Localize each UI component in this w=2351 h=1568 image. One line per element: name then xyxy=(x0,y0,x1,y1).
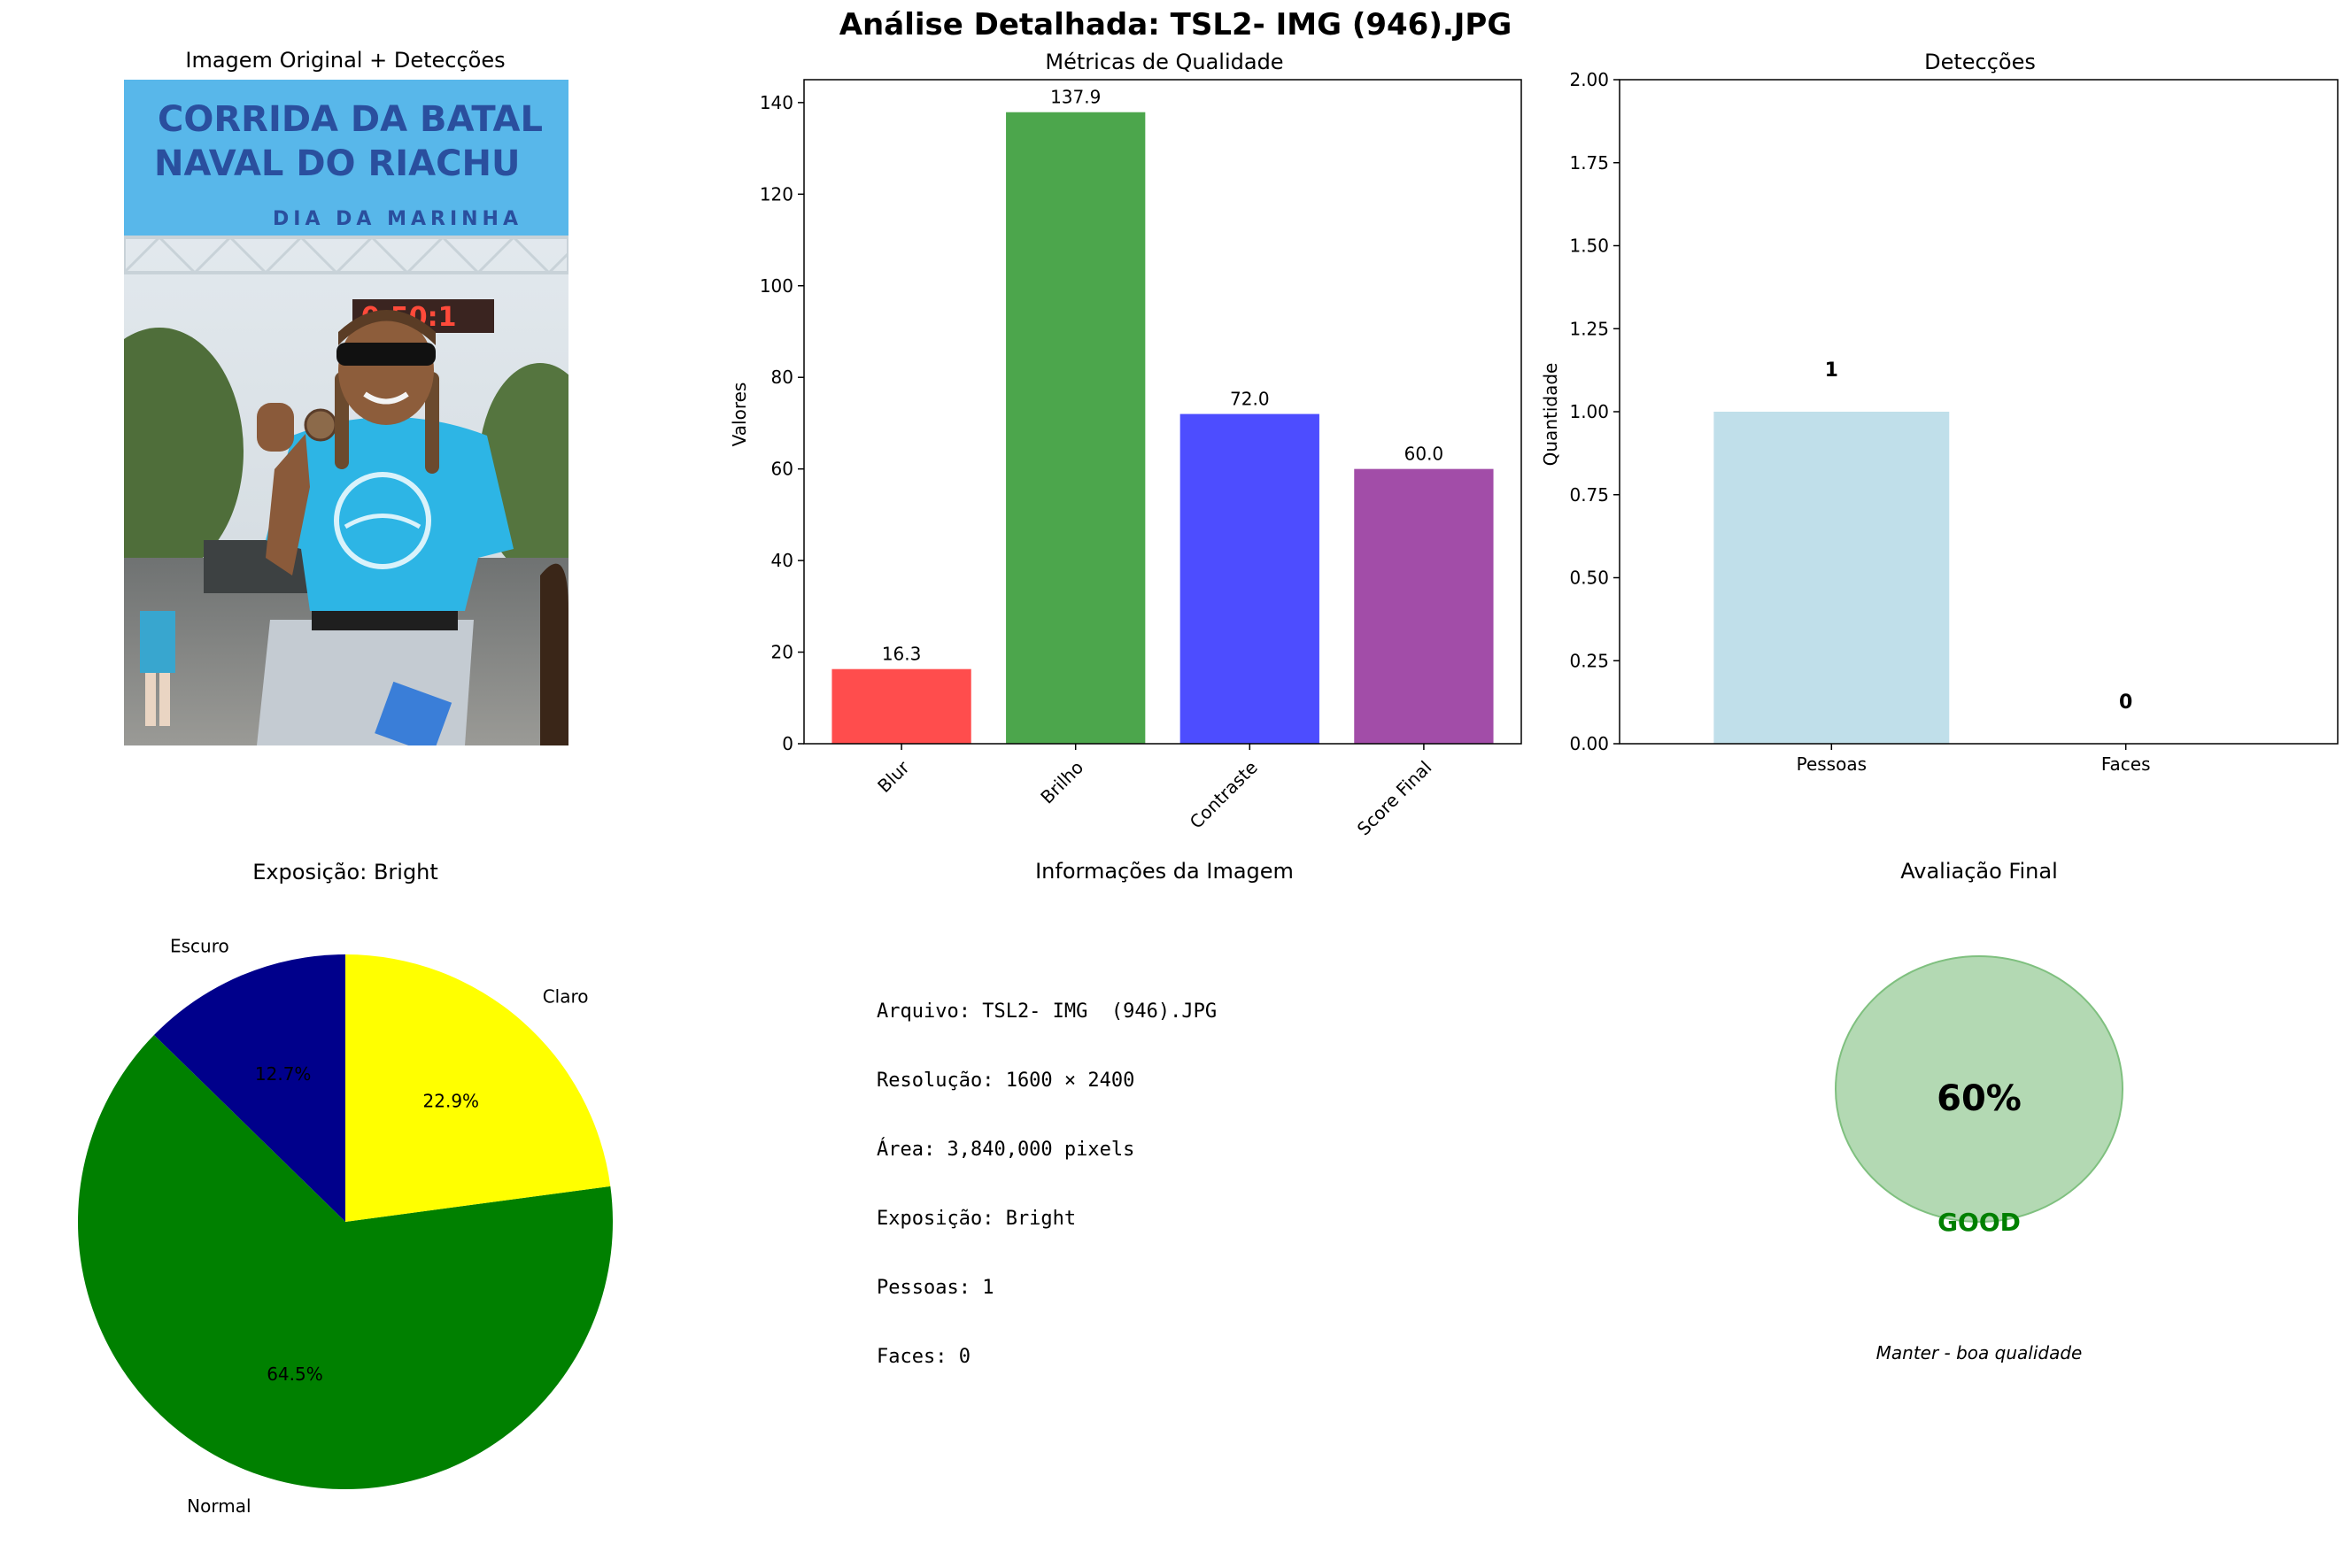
y-tick-label: 0.00 xyxy=(1569,733,1609,754)
x-tick-label: Pessoas xyxy=(1797,753,1867,775)
pie-chart-title: Exposição: Bright xyxy=(252,860,438,884)
image-panel-title: Imagem Original + Detecções xyxy=(185,48,506,73)
y-tick-label: 120 xyxy=(760,183,793,205)
x-tick-label: Brilho xyxy=(1036,757,1087,808)
y-tick-label: 0.75 xyxy=(1569,484,1609,506)
data-label: 137.9 xyxy=(1050,87,1101,108)
x-tick-label: Contraste xyxy=(1186,757,1262,833)
pie-pct-label: 64.5% xyxy=(267,1363,323,1385)
verdict-label: GOOD xyxy=(1937,1208,2021,1237)
y-tick-label: 100 xyxy=(760,275,793,297)
quality-chart-title: Métricas de Qualidade xyxy=(1045,50,1283,74)
info-panel-title: Informações da Imagem xyxy=(1035,859,1294,884)
y-tick-label: 140 xyxy=(760,92,793,113)
verdict-score-circle xyxy=(1835,955,2123,1223)
banner-text-1: CORRIDA DA BATAL xyxy=(158,99,543,140)
y-tick-label: 40 xyxy=(771,550,793,571)
bar-pessoas xyxy=(1713,412,1950,744)
data-label: 16.3 xyxy=(882,644,922,665)
figure-title: Análise Detalhada: TSL2- IMG (946).JPG xyxy=(839,7,1512,42)
quality-y-axis-label: Valores xyxy=(729,382,750,447)
verdict-score: 60% xyxy=(1937,1078,2022,1119)
detections-y-axis-label: Quantidade xyxy=(1541,363,1561,467)
y-tick-label: 1.50 xyxy=(1569,236,1609,257)
data-label: 1 xyxy=(1825,359,1838,382)
bar-score-final xyxy=(1354,468,1494,744)
banner-text-3: DIA DA MARINHA xyxy=(273,208,522,230)
image-info-text: Arquivo: TSL2- IMG (946).JPG Resolução: … xyxy=(877,954,1217,1392)
y-tick-label: 1.25 xyxy=(1569,318,1609,339)
y-tick-label: 1.75 xyxy=(1569,152,1609,174)
x-tick-label: Score Final xyxy=(1353,757,1436,840)
pie-label: Claro xyxy=(543,985,589,1007)
detections-chart: Detecções Quantidade 1 0 Pessoas Faces 0.00… xyxy=(1541,50,2339,775)
y-tick-label: 0.25 xyxy=(1569,650,1609,671)
data-label: 72.0 xyxy=(1230,389,1270,410)
pie-slice-normal xyxy=(78,1034,613,1489)
y-tick-label: 1.00 xyxy=(1569,401,1609,422)
bar-brilho xyxy=(1006,112,1146,745)
y-tick-label: 20 xyxy=(771,642,793,663)
detections-chart-title: Detecções xyxy=(1924,50,2036,74)
info-line-area: Área: 3,840,000 pixels xyxy=(877,1139,1135,1161)
pie-label: Normal xyxy=(187,1495,251,1517)
x-tick-label: Faces xyxy=(2101,753,2151,775)
y-tick-label: 60 xyxy=(771,459,793,480)
photo-panel: CORRIDA DA BATAL NAVAL DO RIACHU DIA DA … xyxy=(124,80,568,745)
pie-label: Escuro xyxy=(170,935,229,956)
data-label: 60.0 xyxy=(1404,444,1444,465)
pie-slice-claro xyxy=(345,954,611,1222)
quality-metrics-chart: Métricas de Qualidade Valores 16.3 137.9 7… xyxy=(729,50,1522,840)
info-line-file: Arquivo: TSL2- IMG (946).JPG xyxy=(877,1000,1218,1023)
bar-blur xyxy=(831,668,971,744)
x-tick-label: Blur xyxy=(873,756,914,797)
verdict-panel-title: Avaliação Final xyxy=(1900,859,2058,884)
y-tick-label: 2.00 xyxy=(1569,69,1609,90)
info-line-resolution: Resolução: 1600 × 2400 xyxy=(877,1070,1135,1092)
pie-pct-label: 22.9% xyxy=(423,1091,480,1112)
data-label: 0 xyxy=(2119,691,2132,714)
y-tick-label: 0.50 xyxy=(1569,568,1609,589)
info-line-people: Pessoas: 1 xyxy=(877,1277,994,1299)
axes-frame xyxy=(803,79,1522,745)
verdict-graphic: 60% GOOD xyxy=(1835,955,2123,1237)
y-tick-label: 80 xyxy=(771,367,793,388)
info-line-faces: Faces: 0 xyxy=(877,1346,971,1368)
y-tick-label: 0 xyxy=(782,733,793,754)
pie-slice-escuro xyxy=(153,954,345,1222)
bar-contraste xyxy=(1179,413,1319,744)
exposure-pie-chart: Exposição: Bright Escuro 12.7% Normal 64.5%… xyxy=(78,860,613,1517)
verdict-note: Manter - boa qualidade xyxy=(1875,1342,2083,1363)
pie-pct-label: 12.7% xyxy=(255,1063,312,1085)
info-line-exposure: Exposição: Bright xyxy=(877,1208,1077,1230)
banner-text-2: NAVAL DO RIACHU xyxy=(154,143,520,184)
axes-frame xyxy=(1619,79,2339,745)
